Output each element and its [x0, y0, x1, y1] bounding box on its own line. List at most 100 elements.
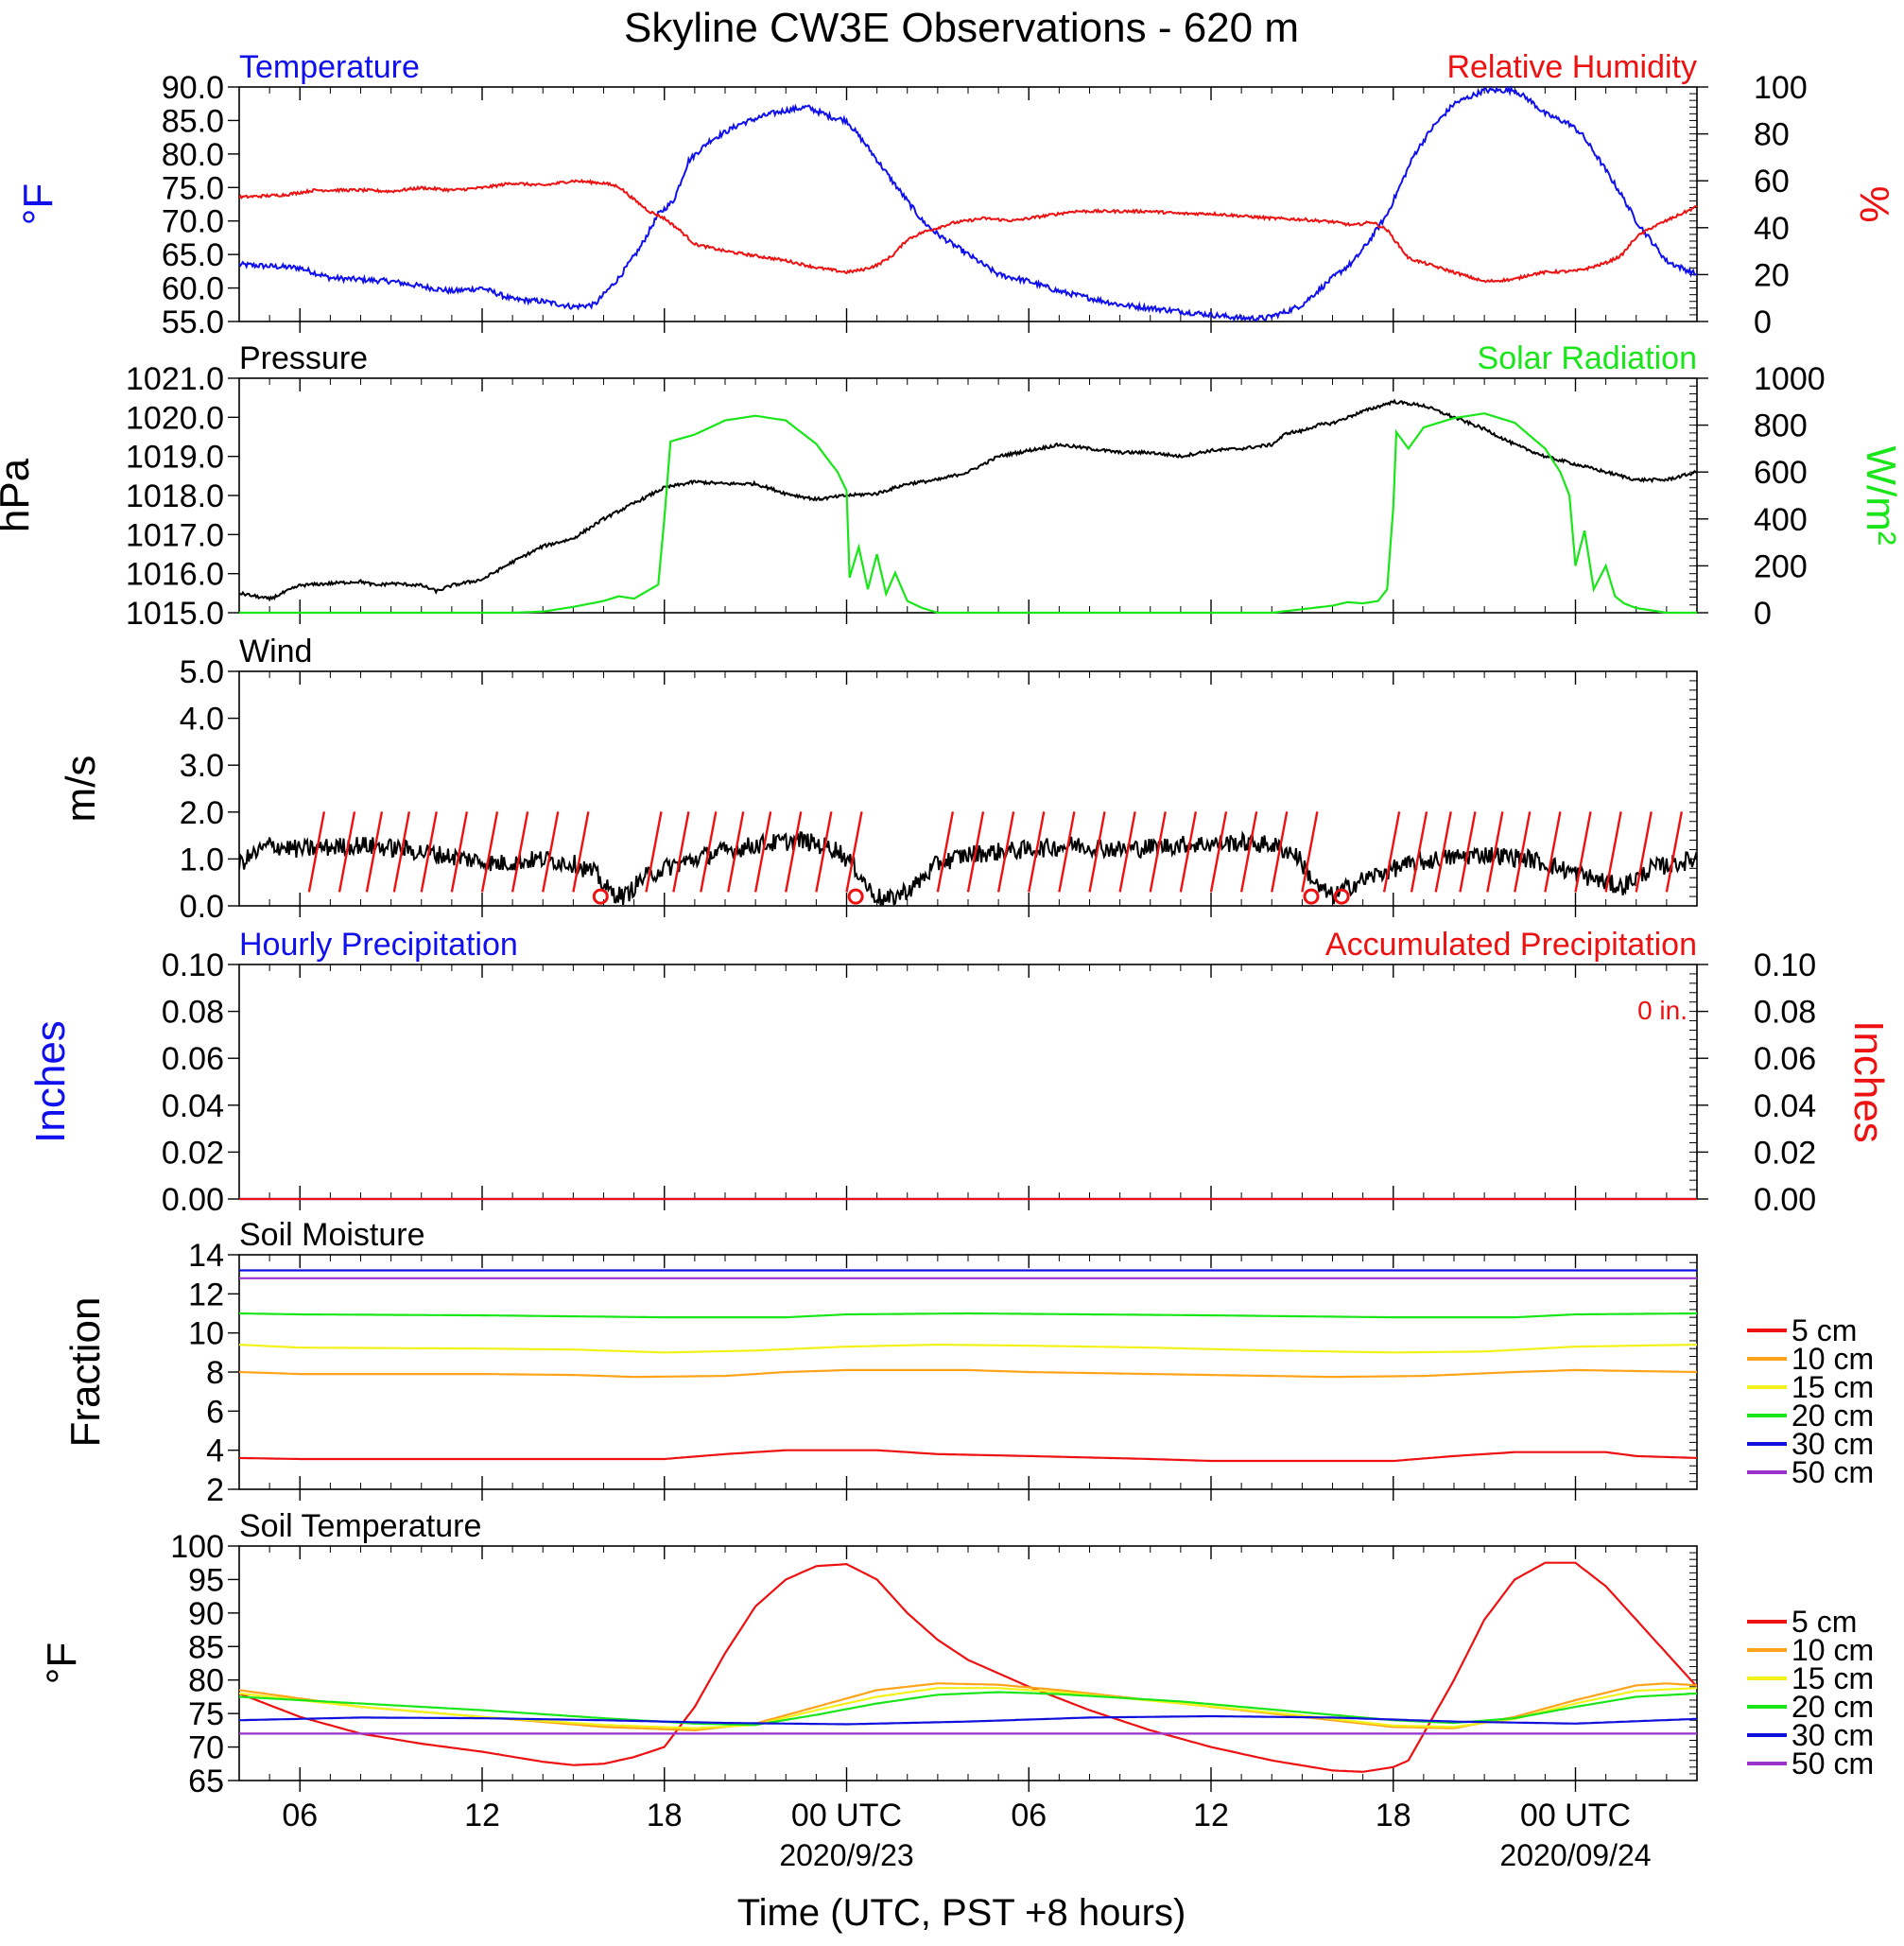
y-tick-label-left: 100 — [170, 1529, 224, 1565]
legend-label: 5 cm — [1791, 1605, 1857, 1639]
series-line-20 cm — [239, 1691, 1697, 1727]
wind-barb — [1434, 811, 1452, 893]
wind-barb — [480, 811, 499, 893]
wind-barb — [1301, 811, 1319, 893]
wind-barb — [1544, 811, 1562, 893]
y-tick-label-right: 0.06 — [1754, 1041, 1816, 1077]
x-tick-label: 06 — [282, 1798, 318, 1833]
legend-label: 20 cm — [1791, 1399, 1874, 1433]
panel-left-title: Wind — [239, 634, 312, 669]
wind-barb — [700, 811, 718, 893]
wind-barb — [966, 811, 985, 893]
y-tick-label-right: 0.02 — [1754, 1135, 1816, 1171]
panel-wind: 0.0 1.0 2.0 3.0 4.0 5.0 Wind m/s — [58, 634, 1698, 925]
y-tick-label-left: 55.0 — [162, 304, 224, 340]
y-tick-label-right: 80 — [1754, 117, 1790, 153]
x-tick-label: 18 — [1376, 1798, 1411, 1833]
series-line-15 cm — [239, 1687, 1697, 1729]
y-tick-label-left: 10 — [188, 1316, 224, 1352]
y-axis-title-right: Inches — [1845, 1020, 1892, 1143]
panel-left-title: Hourly Precipitation — [239, 927, 518, 963]
y-tick-label-left: 80.0 — [162, 137, 224, 173]
y-tick-label-left: 14 — [188, 1238, 224, 1274]
y-tick-label-right: 600 — [1754, 455, 1808, 491]
x-tick-label: 00 UTC — [791, 1798, 902, 1833]
y-tick-label-left: 90.0 — [162, 70, 224, 106]
y-axis-title-left: °F — [39, 1642, 85, 1684]
legend-label: 20 cm — [1791, 1690, 1874, 1724]
series-line-black — [239, 398, 1697, 602]
y-tick-label-left: 5.0 — [180, 654, 224, 690]
y-tick-label-left: 0.10 — [162, 947, 224, 983]
y-axis-title-left: °F — [15, 183, 61, 225]
series-line-5 cm — [239, 1449, 1697, 1463]
wind-barb — [365, 811, 384, 893]
y-tick-label-left: 2 — [206, 1472, 224, 1508]
y-axis-title-left: Inches — [27, 1020, 74, 1143]
y-tick-label-left: 90 — [188, 1596, 224, 1632]
y-tick-label-left: 6 — [206, 1394, 224, 1430]
wind-barb — [1574, 811, 1592, 893]
legend-label: 15 cm — [1791, 1370, 1874, 1404]
x-tick-label: 12 — [1193, 1798, 1229, 1833]
y-tick-label-left: 4.0 — [180, 702, 224, 738]
calm-wind-marker — [1333, 888, 1350, 905]
y-tick-label-right: 0.08 — [1754, 995, 1816, 1031]
wind-barb — [1459, 811, 1477, 893]
series-line-black — [239, 830, 1697, 906]
y-tick-label-left: 65 — [188, 1764, 224, 1799]
y-tick-label-left: 1016.0 — [126, 557, 224, 593]
wind-barb — [1118, 811, 1136, 893]
x-tick-label: 00 UTC — [1520, 1798, 1631, 1833]
wind-barb — [450, 811, 469, 893]
y-tick-label-left: 4 — [206, 1433, 224, 1469]
x-date-label: 2020/9/23 — [779, 1838, 913, 1872]
figure-title: Skyline CW3E Observations - 620 m — [624, 5, 1299, 51]
y-tick-label-left: 70 — [188, 1730, 224, 1766]
legend-label: 30 cm — [1791, 1718, 1874, 1752]
wind-barb — [420, 811, 438, 893]
wind-barb — [672, 811, 690, 893]
calm-wind-marker — [847, 888, 864, 905]
y-tick-label-right: 40 — [1754, 211, 1790, 247]
y-tick-label-left: 0.0 — [180, 889, 224, 925]
y-tick-label-left: 2.0 — [180, 795, 224, 831]
wind-barb — [307, 811, 326, 893]
y-tick-label-left: 3.0 — [180, 748, 224, 784]
wind-barb — [815, 811, 833, 893]
panel-left-title: Soil Moisture — [239, 1217, 425, 1253]
y-tick-label-right: 100 — [1754, 70, 1808, 106]
legend-label: 10 cm — [1791, 1633, 1874, 1667]
y-tick-label-left: 1.0 — [180, 842, 224, 877]
accumulated-annotation: 0 in. — [1637, 996, 1688, 1025]
y-tick-label-left: 1018.0 — [126, 478, 224, 514]
y-tick-label-right: 0 — [1754, 304, 1772, 340]
series-line-30 cm — [239, 1714, 1697, 1726]
wind-barb — [542, 811, 560, 893]
panel-precip: 0.00 0.02 0.04 0.06 0.08 0.10 0.00 0.02 0.04 0.06… — [27, 927, 1892, 1218]
y-tick-label-right: 0.10 — [1754, 947, 1816, 983]
wind-barb — [996, 811, 1015, 893]
panel-right-title: Accumulated Precipitation — [1325, 927, 1697, 963]
panel-right-title: Solar Radiation — [1478, 340, 1697, 376]
legend-label: 30 cm — [1791, 1427, 1874, 1461]
wind-barb — [1179, 811, 1198, 893]
y-tick-label-right: 0 — [1754, 596, 1772, 632]
y-tick-label-left: 85.0 — [162, 103, 224, 139]
wind-barb — [338, 811, 356, 893]
y-tick-label-left: 0.04 — [162, 1088, 224, 1124]
wind-barb — [936, 811, 955, 893]
legend-label: 5 cm — [1791, 1313, 1857, 1347]
series-line-20 cm — [239, 1312, 1697, 1319]
wind-barb — [1209, 811, 1228, 893]
wind-barb — [753, 811, 772, 893]
wind-barb — [511, 811, 529, 893]
y-tick-label-left: 0.08 — [162, 995, 224, 1031]
wind-barb — [1665, 811, 1684, 893]
y-axis-title-left: m/s — [58, 756, 104, 823]
